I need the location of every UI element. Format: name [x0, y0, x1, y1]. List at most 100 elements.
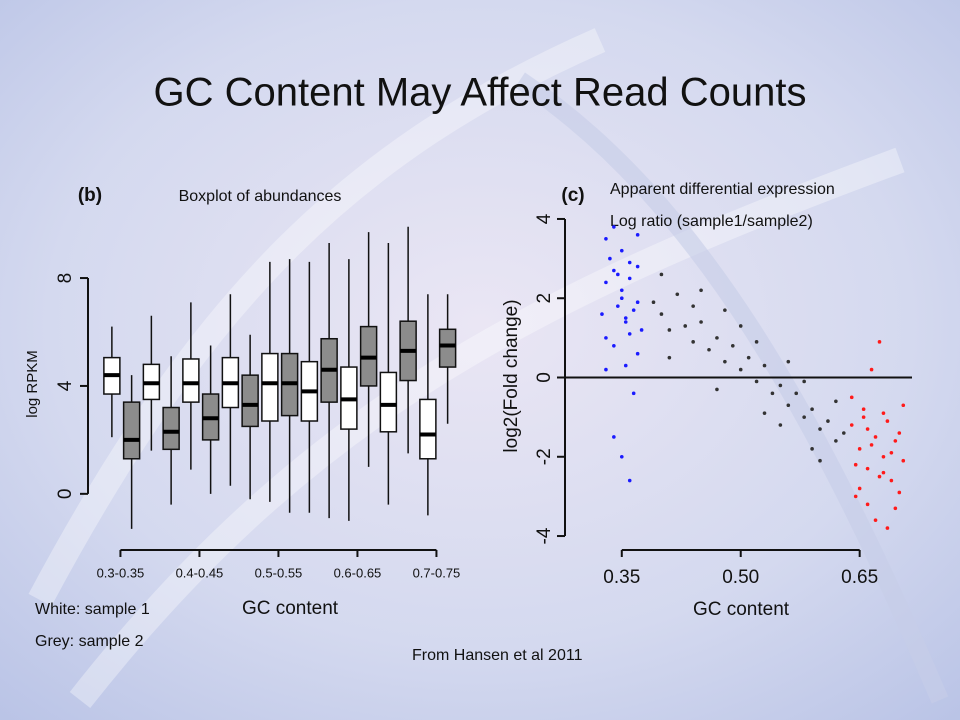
x-axis-label: GC content	[242, 598, 339, 619]
point	[604, 236, 608, 241]
point	[778, 383, 783, 388]
point	[616, 304, 620, 308]
point	[869, 367, 874, 372]
point	[667, 355, 672, 360]
y-tick-label: -4	[534, 527, 555, 544]
legend-entry: White: sample 1	[35, 601, 150, 618]
legend-entry: Grey: sample 2	[35, 633, 144, 650]
y-axis-label: log2(Fold change)	[501, 299, 522, 452]
x-tick-label: 0.35	[603, 567, 640, 588]
box	[379, 371, 398, 433]
point	[869, 443, 874, 447]
point	[635, 233, 640, 237]
panel-label: (b)	[78, 185, 102, 206]
x-tick-label: 0.6-0.65	[334, 565, 382, 580]
x-tick-label: 0.3-0.35	[97, 565, 145, 580]
point	[754, 379, 759, 384]
point	[786, 359, 791, 364]
point	[881, 411, 886, 415]
point	[616, 272, 620, 277]
point	[826, 419, 830, 423]
point	[604, 280, 608, 285]
point	[723, 359, 727, 364]
point	[619, 296, 624, 301]
panel-label: (c)	[561, 185, 584, 206]
point	[699, 320, 703, 324]
y-axis-label: log RPKM	[24, 350, 41, 418]
chart-title: Boxplot of abundances	[179, 188, 342, 205]
point	[612, 435, 616, 439]
point	[608, 256, 612, 261]
y-tick-label: 4	[55, 380, 76, 391]
point	[794, 391, 799, 396]
point	[619, 288, 624, 293]
point	[865, 466, 870, 471]
point	[699, 288, 703, 293]
point	[849, 395, 854, 400]
point	[802, 415, 806, 419]
box	[261, 352, 279, 422]
point	[897, 431, 902, 435]
point	[635, 300, 640, 304]
point	[818, 427, 822, 431]
background-decoration	[515, 72, 949, 704]
point	[627, 332, 632, 336]
point	[877, 340, 882, 344]
background-decoration	[28, 28, 905, 709]
point	[853, 494, 858, 499]
y-tick-label: 0	[534, 372, 555, 383]
point	[853, 462, 858, 467]
x-tick-label: 0.4-0.45	[176, 565, 224, 580]
point	[901, 403, 906, 408]
box	[122, 401, 141, 460]
point	[881, 470, 886, 475]
source-note: From Hansen et al 2011	[412, 647, 583, 664]
point	[770, 391, 775, 396]
point	[604, 367, 608, 372]
point	[873, 518, 878, 522]
point	[810, 407, 814, 412]
y-tick-label: 4	[534, 213, 555, 224]
point	[612, 343, 616, 348]
y-tick-label: 0	[55, 489, 76, 500]
box	[241, 374, 259, 428]
point	[810, 447, 814, 451]
point	[877, 474, 882, 479]
point	[659, 312, 664, 316]
point	[885, 419, 890, 423]
x-axis-label: GC content	[693, 599, 790, 620]
point	[786, 403, 791, 408]
x-tick-label: 0.50	[722, 567, 759, 588]
point	[861, 415, 866, 419]
x-tick-label: 0.65	[841, 567, 878, 588]
point	[818, 458, 822, 463]
point	[683, 324, 688, 328]
point	[762, 363, 767, 368]
point	[754, 340, 759, 344]
point	[865, 427, 870, 431]
point	[893, 439, 898, 443]
point	[849, 423, 854, 427]
box	[182, 358, 200, 403]
point	[723, 308, 727, 312]
point	[600, 312, 604, 316]
slide-title: GC Content May Affect Read Counts	[154, 71, 807, 115]
point	[627, 276, 632, 281]
point	[604, 336, 608, 340]
point	[715, 336, 719, 340]
point	[691, 340, 695, 344]
point	[901, 458, 906, 463]
point	[738, 324, 743, 328]
chart-subtitle: Log ratio (sample1/sample2)	[610, 213, 813, 230]
point	[802, 379, 806, 384]
box	[419, 398, 437, 460]
point	[897, 490, 902, 495]
point	[842, 431, 846, 435]
point	[623, 316, 628, 320]
point	[635, 264, 640, 269]
point	[631, 391, 636, 396]
y-tick-label: -2	[534, 448, 555, 465]
point	[893, 506, 898, 511]
